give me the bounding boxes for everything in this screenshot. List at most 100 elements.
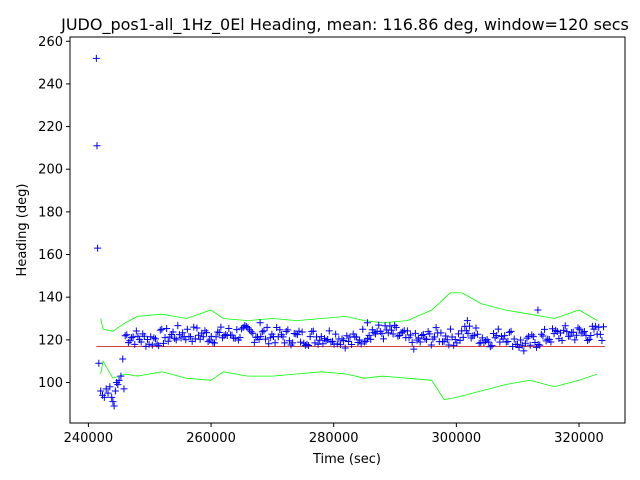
data-point [472, 324, 480, 332]
data-point [587, 332, 595, 340]
data-point [137, 338, 145, 346]
data-point [364, 334, 372, 342]
data-point [309, 327, 317, 335]
y-tick-label: 260 [38, 35, 63, 50]
data-point [485, 338, 493, 346]
data-point [210, 339, 218, 347]
y-tick-label: 200 [38, 163, 63, 178]
data-point [365, 331, 373, 339]
data-point [469, 332, 477, 340]
data-point [134, 332, 142, 340]
data-point [95, 359, 103, 367]
data-point [150, 334, 158, 342]
data-point [295, 327, 303, 335]
y-axis: 100 120 140 160 180 200 220 240 260 [38, 35, 70, 391]
data-point [464, 329, 472, 337]
data-point [549, 325, 557, 333]
data-point [341, 344, 349, 352]
data-point [123, 331, 131, 339]
points-layer [92, 54, 608, 410]
data-point [111, 387, 119, 395]
data-point [209, 338, 217, 346]
data-point [561, 322, 569, 330]
data-point [431, 333, 439, 341]
data-point [478, 334, 486, 342]
data-point [521, 339, 529, 347]
data-point [293, 331, 301, 339]
data-point [598, 336, 606, 344]
data-point [411, 329, 419, 337]
y-tick-label: 140 [38, 291, 63, 306]
data-point [225, 325, 233, 333]
data-point [153, 340, 161, 348]
data-point [124, 339, 132, 347]
data-point [387, 326, 395, 334]
data-point [507, 327, 515, 335]
data-point [238, 325, 246, 333]
data-point [470, 331, 478, 339]
data-point [306, 333, 314, 341]
data-point [119, 355, 127, 363]
data-point [242, 322, 250, 330]
data-point [356, 336, 364, 344]
data-point [394, 332, 402, 340]
data-point [343, 332, 351, 340]
data-point [93, 142, 101, 150]
data-point [161, 334, 169, 342]
data-point [408, 338, 416, 346]
data-point [534, 306, 542, 314]
data-point [284, 326, 292, 334]
data-point [440, 337, 448, 345]
plot-area [92, 54, 608, 410]
data-point [520, 347, 528, 355]
data-point [336, 341, 344, 349]
data-point [496, 338, 504, 346]
x-tick-label: 240000 [64, 431, 114, 446]
data-point [348, 341, 356, 349]
data-point [204, 338, 212, 346]
data-point [386, 322, 394, 330]
data-point [174, 322, 182, 330]
data-point [576, 325, 584, 333]
x-tick-label: 300000 [432, 431, 482, 446]
data-point [362, 337, 370, 345]
data-point [536, 341, 544, 349]
data-point [378, 330, 386, 338]
data-point [256, 319, 264, 327]
data-point [121, 332, 129, 340]
data-point [128, 334, 136, 342]
data-point [183, 325, 191, 333]
data-point [418, 332, 426, 340]
data-point [271, 339, 279, 347]
data-point [443, 336, 451, 344]
data-point [370, 329, 378, 337]
plot-frame [69, 36, 626, 424]
data-point [199, 333, 207, 341]
data-point [486, 343, 494, 351]
data-point [314, 340, 322, 348]
data-point [529, 333, 537, 341]
data-point [228, 331, 236, 339]
data-point [247, 328, 255, 336]
data-point [359, 325, 367, 333]
data-point [352, 333, 360, 341]
data-point [303, 341, 311, 349]
data-point [466, 322, 474, 330]
data-point [423, 335, 431, 343]
data-point [523, 334, 531, 342]
envelope-upper-line [100, 292, 598, 332]
data-point [600, 323, 608, 331]
data-point [482, 337, 490, 345]
data-point [528, 331, 536, 339]
data-point [446, 325, 454, 333]
data-point [379, 335, 387, 343]
data-point [126, 337, 134, 345]
data-point [175, 331, 183, 339]
data-point [217, 323, 225, 331]
data-point [399, 328, 407, 336]
y-tick-label: 180 [38, 205, 63, 220]
data-point [596, 330, 604, 338]
data-point [106, 383, 114, 391]
data-point [389, 330, 397, 338]
